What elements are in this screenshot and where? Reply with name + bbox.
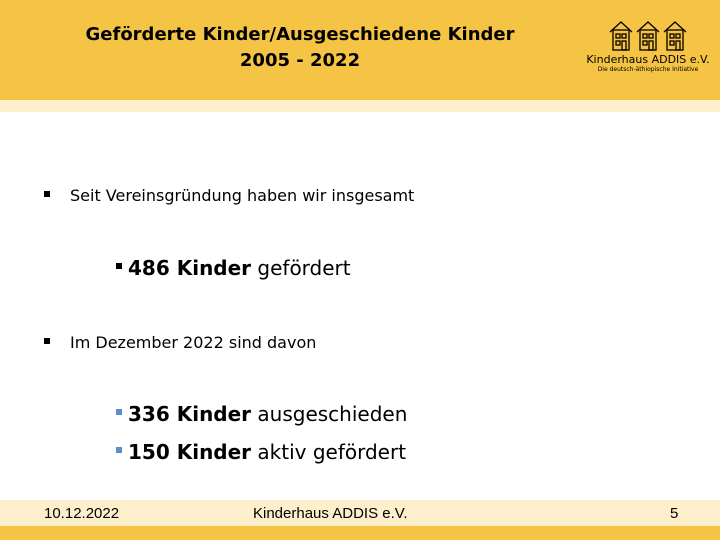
bullet-icon — [44, 338, 50, 344]
bullet-bold: 336 Kinder — [128, 402, 252, 426]
bullet-bold: 486 Kinder — [128, 256, 252, 280]
sub-bullet-item: 486 Kinder gefördert — [116, 256, 351, 280]
footer-date: 10.12.2022 — [44, 505, 120, 522]
footer-org: Kinderhaus ADDIS e.V. — [253, 505, 408, 522]
slide-header — [0, 0, 720, 100]
title-line-1: Geförderte Kinder/Ausgeschiedene Kinder — [85, 24, 515, 45]
page-number: 5 — [670, 505, 679, 522]
slide-title: Geförderte Kinder/Ausgeschiedene Kinder … — [40, 22, 560, 74]
bullet-icon — [116, 409, 122, 415]
bullet-text: aktiv gefördert — [251, 440, 407, 464]
title-line-2: 2005 - 2022 — [239, 50, 361, 71]
logo-tagline: Die deutsch-äthiopische Initiative — [597, 66, 699, 73]
sub-bullet-item: 336 Kinder ausgeschieden — [116, 402, 407, 426]
bullet-text: Im Dezember 2022 sind davon — [70, 333, 317, 352]
footer-bar — [0, 526, 720, 540]
bullet-text: Seit Vereinsgründung haben wir insgesamt — [70, 186, 415, 205]
header-band — [0, 100, 720, 112]
bullet-item: Seit Vereinsgründung haben wir insgesamt — [44, 186, 414, 205]
bullet-icon — [116, 447, 122, 453]
bullet-text: gefördert — [251, 256, 351, 280]
bullet-icon — [44, 191, 50, 197]
slide-footer: 10.12.2022 Kinderhaus ADDIS e.V. 5 — [0, 500, 720, 526]
three-houses-icon — [609, 21, 687, 51]
sub-bullet-item: 150 Kinder aktiv gefördert — [116, 440, 406, 464]
bullet-item: Im Dezember 2022 sind davon — [44, 333, 316, 352]
logo: Kinderhaus ADDIS e.V. Die deutsch-äthiop… — [578, 20, 718, 74]
bullet-text: ausgeschieden — [251, 402, 408, 426]
logo-name: Kinderhaus ADDIS e.V. — [586, 53, 710, 66]
bullet-bold: 150 Kinder — [128, 440, 252, 464]
bullet-icon — [116, 263, 122, 269]
